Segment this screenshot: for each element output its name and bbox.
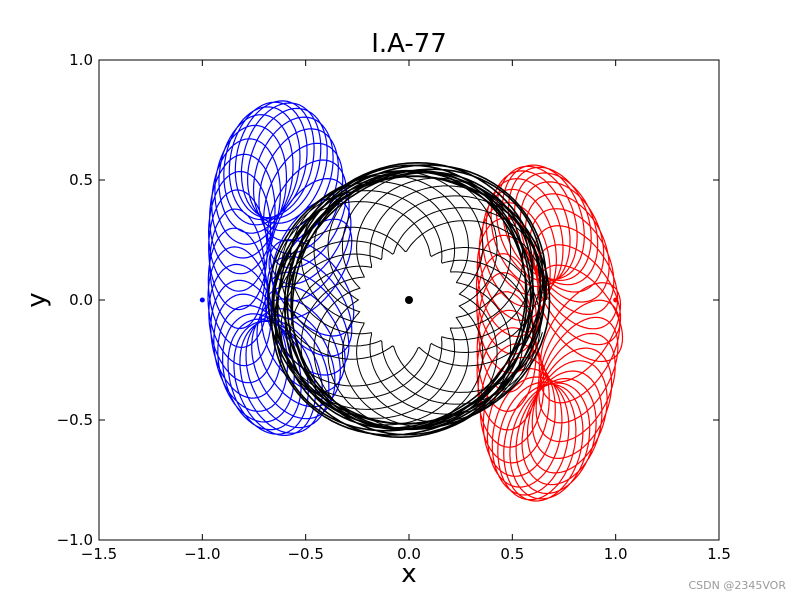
y-axis-label: y <box>22 292 52 307</box>
x-tick-label: −0.5 <box>287 545 323 563</box>
orbit-curves <box>207 100 624 502</box>
y-tick-label: −1.0 <box>57 531 93 549</box>
x-tick-labels: −1.5 −1.0 −0.5 0.0 0.5 1.0 1.5 <box>81 545 731 563</box>
x-axis-label: x <box>401 559 416 589</box>
y-tick-label: 0.0 <box>69 291 93 309</box>
body-marker <box>199 297 205 303</box>
black-orbit-shell <box>267 161 551 439</box>
body-markers <box>199 296 619 304</box>
x-tick-label: 0.5 <box>500 545 524 563</box>
x-tick-label: 1.5 <box>707 545 731 563</box>
y-tick-labels: −1.0 −0.5 0.0 0.5 1.0 <box>57 51 93 549</box>
black-orbit-series <box>267 161 551 439</box>
watermark-text: CSDN @2345VOR <box>688 579 787 592</box>
body-marker <box>613 297 619 303</box>
y-tick-label: 0.5 <box>69 171 93 189</box>
body-marker <box>405 296 413 304</box>
black-orbit-rosette <box>271 170 548 430</box>
x-tick-label: −1.5 <box>81 545 117 563</box>
y-tick-label: −0.5 <box>57 411 93 429</box>
y-tick-label: 1.0 <box>69 51 93 69</box>
axis-ticks <box>98 59 720 541</box>
x-tick-label: 0.0 <box>397 545 421 563</box>
x-tick-label: 1.0 <box>604 545 628 563</box>
chart-title: I.A-77 <box>371 29 447 59</box>
x-tick-label: −1.0 <box>184 545 220 563</box>
